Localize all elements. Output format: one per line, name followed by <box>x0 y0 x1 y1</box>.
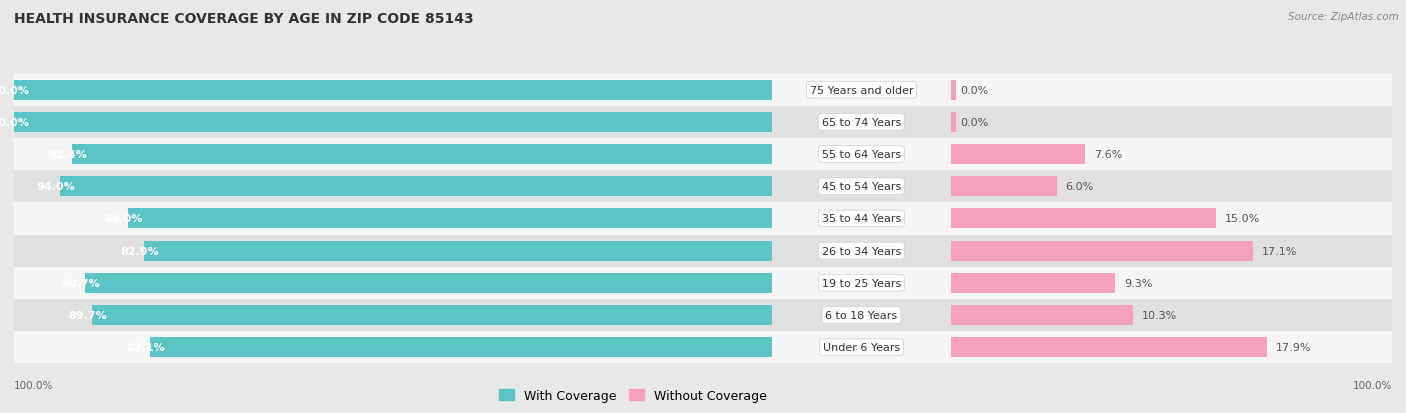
Bar <box>0 331 1406 363</box>
Text: 100.0%: 100.0% <box>0 85 30 95</box>
Bar <box>72 145 772 165</box>
Text: 82.9%: 82.9% <box>120 246 159 256</box>
Text: 26 to 34 Years: 26 to 34 Years <box>823 246 901 256</box>
Bar <box>14 81 772 100</box>
Bar <box>0 331 1406 363</box>
Bar <box>0 171 1406 203</box>
Bar <box>84 273 772 293</box>
Bar <box>0 331 1406 363</box>
Text: 65 to 74 Years: 65 to 74 Years <box>823 118 901 128</box>
Bar <box>0 203 1406 235</box>
Bar <box>0 171 1406 203</box>
Text: 90.7%: 90.7% <box>60 278 100 288</box>
Bar <box>950 113 956 133</box>
Bar <box>0 107 1406 139</box>
Bar <box>0 299 1406 331</box>
Text: 17.1%: 17.1% <box>1261 246 1296 256</box>
Bar <box>0 74 1406 107</box>
Text: Source: ZipAtlas.com: Source: ZipAtlas.com <box>1288 12 1399 22</box>
Text: 100.0%: 100.0% <box>0 118 30 128</box>
Text: 0.0%: 0.0% <box>960 118 988 128</box>
Bar <box>93 305 772 325</box>
Text: 89.7%: 89.7% <box>69 310 107 320</box>
Text: 55 to 64 Years: 55 to 64 Years <box>823 150 901 160</box>
Text: 35 to 44 Years: 35 to 44 Years <box>823 214 901 224</box>
Text: 45 to 54 Years: 45 to 54 Years <box>823 182 901 192</box>
Text: 19 to 25 Years: 19 to 25 Years <box>823 278 901 288</box>
Bar <box>149 337 772 357</box>
Text: 82.1%: 82.1% <box>127 342 165 352</box>
Bar <box>0 74 1406 107</box>
Bar <box>0 74 1406 107</box>
Text: 17.9%: 17.9% <box>1275 342 1310 352</box>
Text: Under 6 Years: Under 6 Years <box>823 342 900 352</box>
Text: 75 Years and older: 75 Years and older <box>810 85 914 95</box>
Bar <box>0 203 1406 235</box>
Bar <box>950 177 1057 197</box>
Bar <box>128 209 772 229</box>
Bar <box>0 299 1406 331</box>
Bar <box>0 107 1406 139</box>
Text: 7.6%: 7.6% <box>1094 150 1122 160</box>
Bar <box>0 267 1406 299</box>
Text: 0.0%: 0.0% <box>960 85 988 95</box>
Text: 92.4%: 92.4% <box>48 150 87 160</box>
Text: 100.0%: 100.0% <box>1353 380 1392 390</box>
Bar <box>143 241 772 261</box>
Bar <box>950 81 956 100</box>
Bar <box>0 139 1406 171</box>
Text: 100.0%: 100.0% <box>14 380 53 390</box>
Bar <box>950 209 1216 229</box>
Bar <box>14 113 772 133</box>
Bar <box>0 203 1406 235</box>
Bar <box>950 337 1267 357</box>
Text: 6 to 18 Years: 6 to 18 Years <box>825 310 897 320</box>
Bar <box>0 235 1406 267</box>
Text: 9.3%: 9.3% <box>1123 278 1153 288</box>
Bar <box>0 267 1406 299</box>
Text: 85.0%: 85.0% <box>104 214 143 224</box>
Bar <box>950 273 1115 293</box>
Bar <box>0 267 1406 299</box>
Bar <box>0 139 1406 171</box>
Bar <box>59 177 772 197</box>
Bar <box>950 305 1133 325</box>
Legend: With Coverage, Without Coverage: With Coverage, Without Coverage <box>494 384 772 407</box>
Bar <box>0 171 1406 203</box>
Bar <box>0 235 1406 267</box>
Bar <box>0 235 1406 267</box>
Text: 6.0%: 6.0% <box>1066 182 1094 192</box>
Text: 15.0%: 15.0% <box>1225 214 1260 224</box>
Text: HEALTH INSURANCE COVERAGE BY AGE IN ZIP CODE 85143: HEALTH INSURANCE COVERAGE BY AGE IN ZIP … <box>14 12 474 26</box>
Bar <box>0 107 1406 139</box>
Bar <box>0 299 1406 331</box>
Bar <box>950 241 1253 261</box>
Bar <box>950 145 1085 165</box>
Bar <box>0 139 1406 171</box>
Text: 10.3%: 10.3% <box>1142 310 1177 320</box>
Text: 94.0%: 94.0% <box>37 182 75 192</box>
